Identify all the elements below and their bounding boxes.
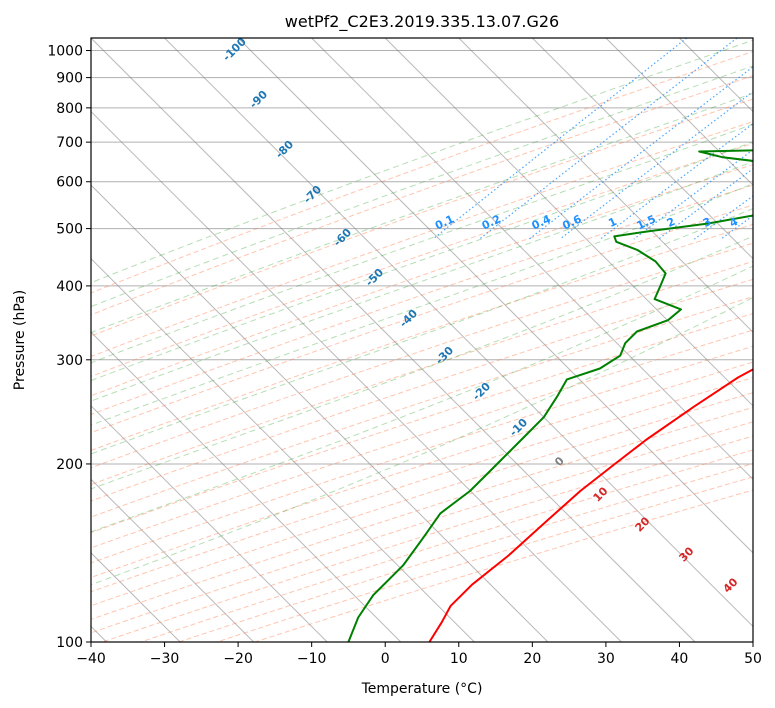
dewpoint-profile-line	[347, 149, 753, 642]
mixing-ratio-line	[658, 168, 753, 240]
isotherm-line	[237, 38, 753, 554]
chart-title: wetPf2_C2E3.2019.335.13.07.G26	[285, 12, 559, 32]
isotherm-line	[384, 38, 753, 407]
mixing-ratio-line	[760, 36, 775, 240]
axes: −40 −30 −20 −10 0 10 20 30 40 5010009008007006005…	[47, 44, 762, 667]
moist-adiabat-label: 10	[591, 484, 611, 504]
dry-adiabat-line	[91, 50, 753, 294]
x-tick-label: −20	[223, 651, 253, 667]
y-tick-label: 400	[56, 279, 83, 295]
dry-adiabat-line	[91, 142, 753, 378]
dry-adiabat-line	[91, 98, 753, 337]
isotherm-line	[91, 110, 622, 642]
y-tick-label: 900	[56, 71, 83, 87]
mixing-ratio-line	[599, 122, 753, 240]
y-tick-label: 100	[56, 635, 83, 651]
mixing-ratio-line	[720, 214, 753, 240]
x-tick-label: 30	[597, 651, 615, 667]
x-axis-label: Temperature (°C)	[361, 681, 483, 697]
mixing-ratio-label: 0.6	[560, 212, 583, 232]
moist-adiabat-line	[91, 161, 753, 402]
moist-adiabat-label: -100	[220, 35, 249, 64]
isotherm-line	[91, 478, 255, 642]
background-lines	[91, 36, 775, 642]
x-tick-label: −10	[297, 651, 327, 667]
mixing-ratio-label: 0.2	[480, 212, 503, 232]
x-tick-label: 50	[744, 651, 762, 667]
mixing-ratio-line	[559, 90, 753, 240]
moist-adiabat-label: 30	[677, 544, 697, 564]
isotherm-line	[91, 38, 696, 642]
y-tick-label: 500	[56, 222, 83, 238]
isotherm-line	[458, 38, 753, 333]
x-tick-label: −40	[76, 651, 106, 667]
dry-adiabat-line	[91, 75, 753, 316]
x-tick-label: 40	[671, 651, 689, 667]
moist-adiabat-line	[91, 39, 753, 284]
moist-adiabat-label: -70	[301, 183, 324, 206]
moist-adiabat-line	[91, 92, 753, 334]
mixing-ratio-line	[694, 195, 753, 240]
mixing-ratio-label: 0.4	[530, 212, 553, 232]
y-tick-label: 200	[56, 457, 83, 473]
plot-frame	[90, 37, 754, 643]
dry-adiabat-line	[254, 489, 753, 642]
isotherm-line	[164, 38, 753, 628]
moist-adiabat-label: 0	[552, 454, 567, 469]
x-tick-label: −30	[150, 651, 180, 667]
moist-adiabat-label: -60	[331, 226, 354, 249]
y-axis-label: Pressure (hPa)	[12, 290, 28, 390]
moist-adiabat-label: -20	[470, 380, 493, 403]
profile-series	[347, 149, 753, 642]
mixing-ratio-label: 1.5	[635, 212, 658, 232]
mixing-ratio-line	[528, 65, 753, 240]
x-tick-label: 0	[381, 651, 390, 667]
isotherm-line	[605, 38, 753, 186]
moist-adiabat-label: 20	[633, 514, 653, 534]
mixing-ratio-label: 4	[728, 215, 741, 230]
mixing-ratio-line	[479, 38, 738, 240]
moist-adiabat-line	[91, 296, 753, 586]
y-tick-label: 700	[56, 135, 83, 151]
moist-adiabat-line	[91, 141, 753, 382]
y-tick-label: 300	[56, 353, 83, 369]
moist-adiabat-label: 40	[721, 575, 741, 595]
y-tick-label: 1000	[47, 44, 83, 60]
moist-adiabat-label: -80	[273, 138, 296, 161]
isotherm-line	[531, 38, 753, 260]
mixing-ratio-label: 6	[766, 215, 775, 230]
isotherm-line	[91, 184, 549, 642]
isotherm-line	[91, 405, 328, 642]
mixing-ratio-label: 0.1	[433, 212, 456, 232]
y-tick-label: 800	[56, 101, 83, 117]
isotherm-line	[91, 331, 402, 642]
moist-adiabat-line	[91, 235, 753, 490]
isotherm-line	[91, 257, 475, 642]
dry-adiabat-line	[91, 184, 753, 416]
moist-adiabat-line	[91, 183, 753, 426]
temperature-profile-line	[428, 368, 753, 642]
mixing-ratio-label: 1	[606, 215, 618, 230]
y-tick-label: 600	[56, 175, 83, 191]
moist-adiabat-label: -40	[397, 307, 420, 330]
x-tick-label: 20	[523, 651, 541, 667]
isotherm-line	[752, 38, 753, 39]
mixing-ratio-line	[432, 38, 688, 240]
isotherm-line	[311, 38, 753, 481]
x-tick-label: 10	[450, 651, 468, 667]
